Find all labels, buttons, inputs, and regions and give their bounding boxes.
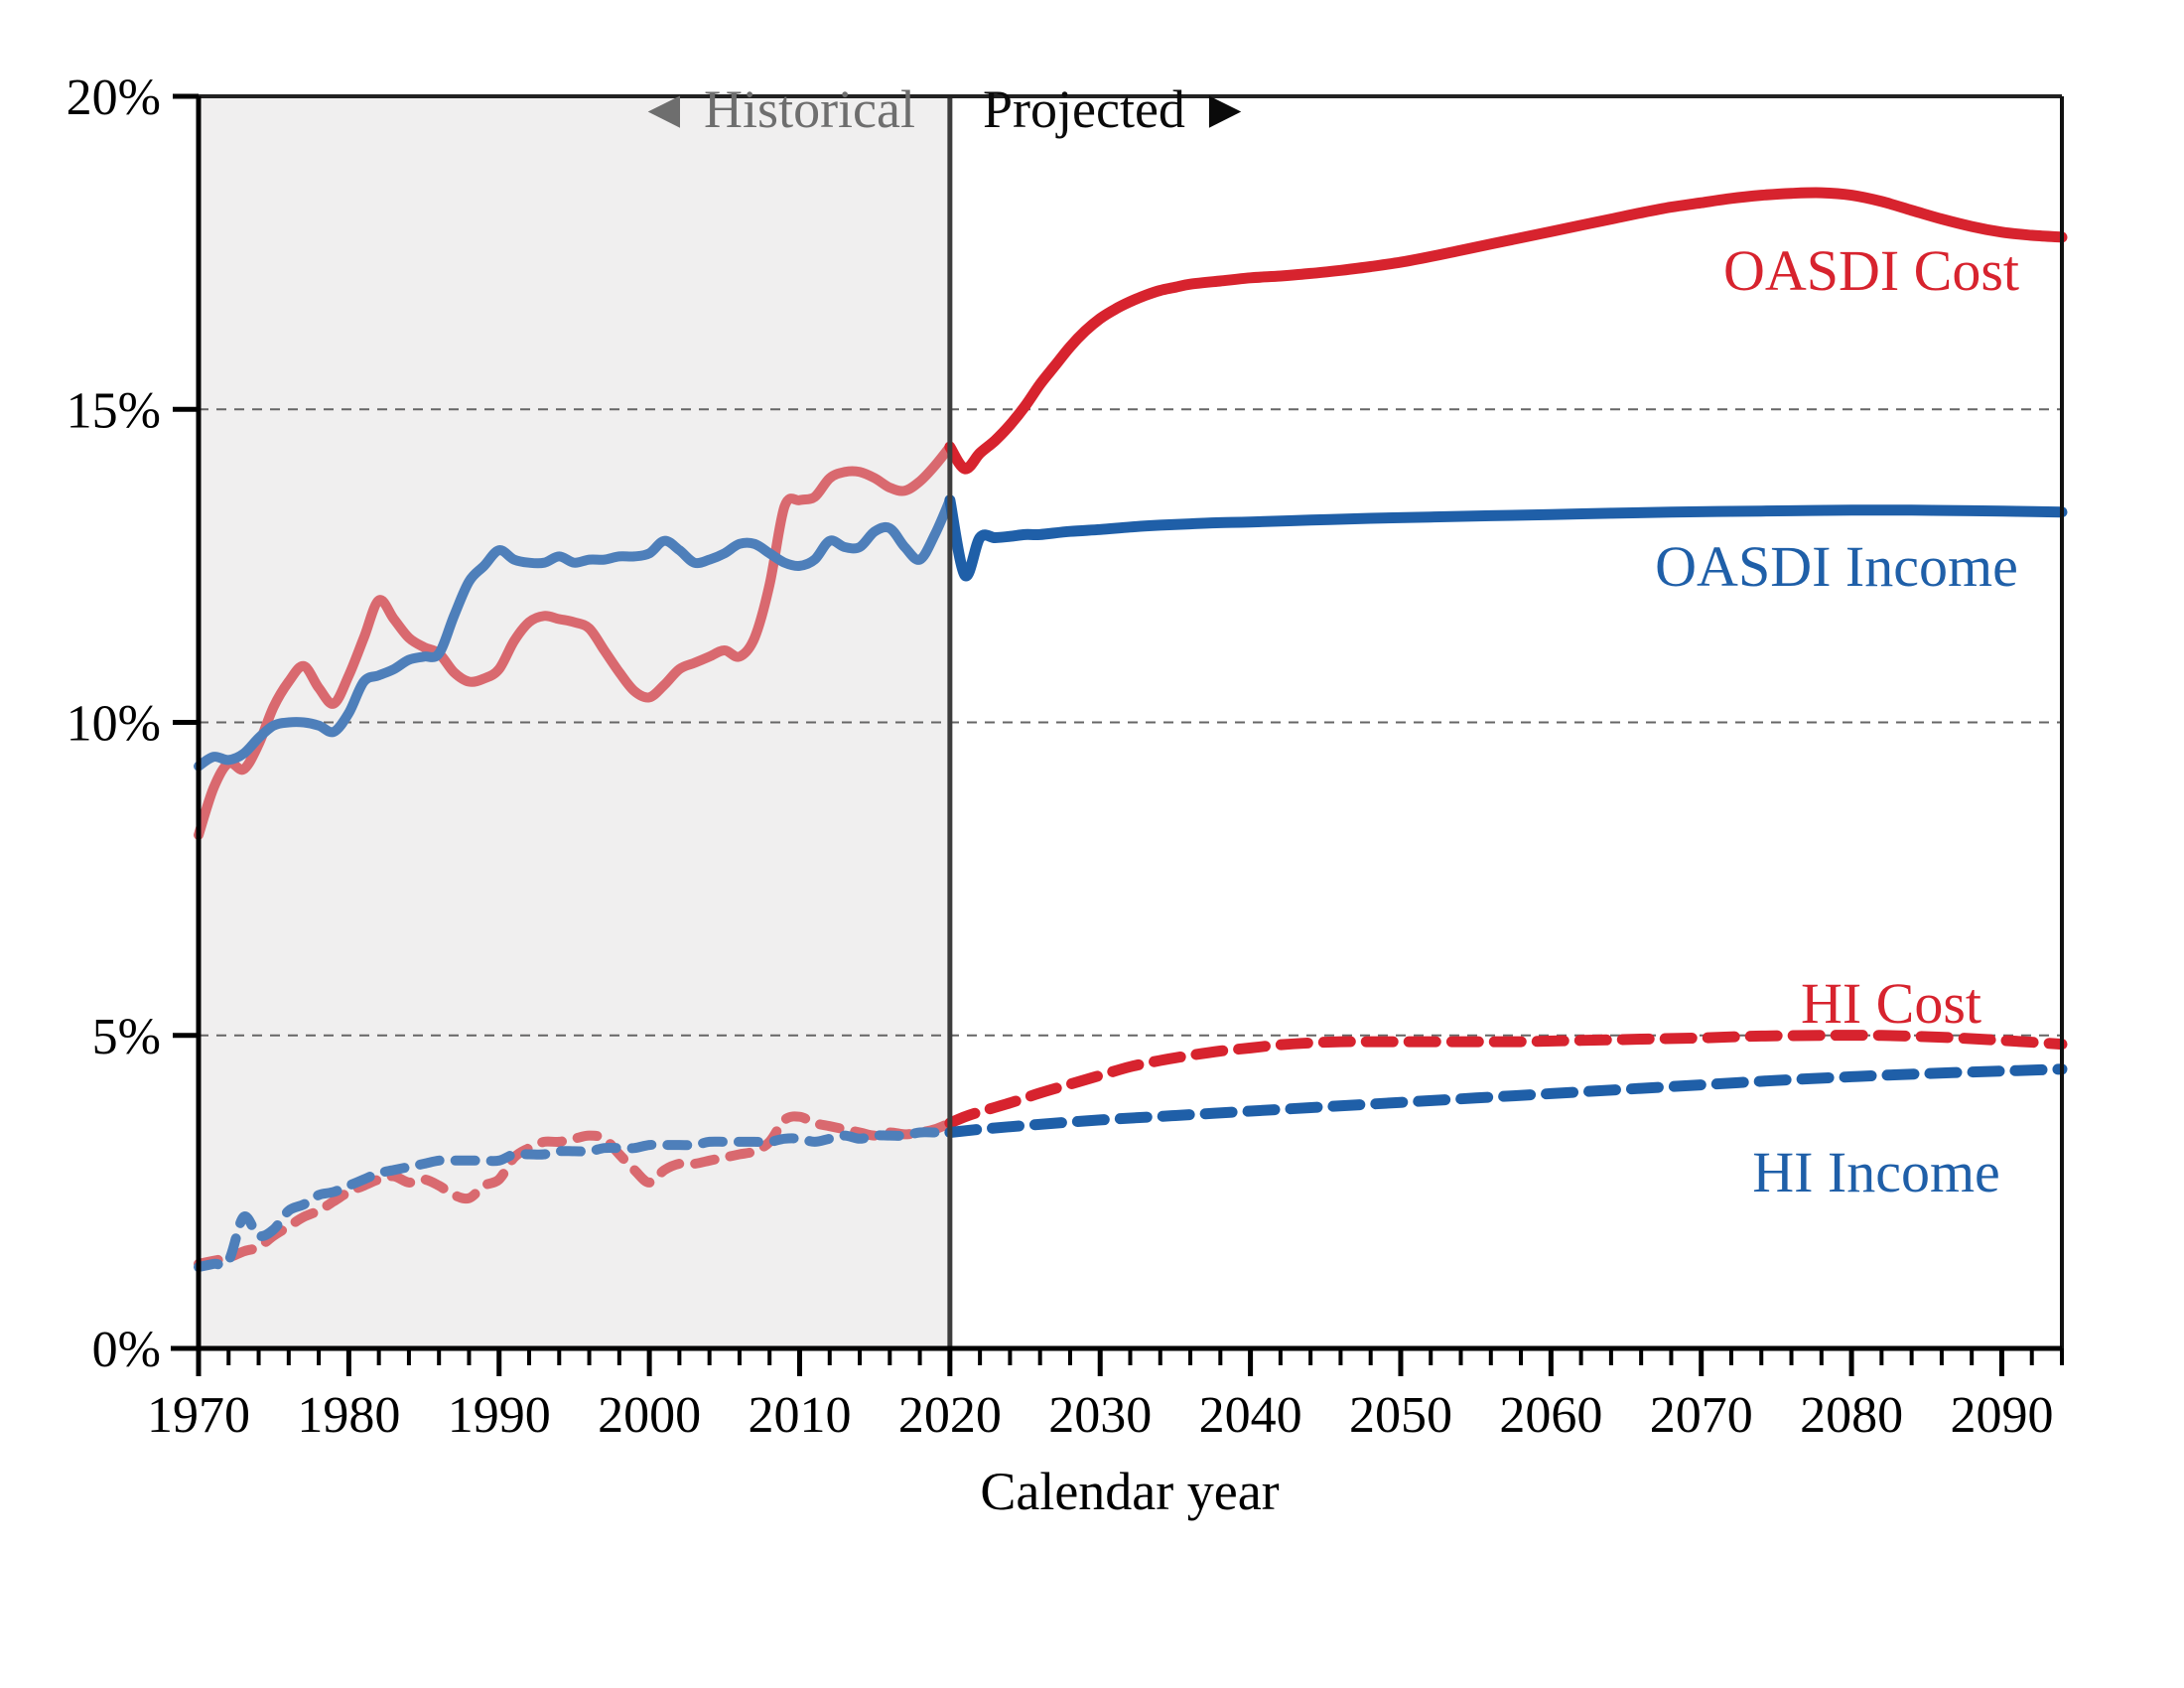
x-tick-label-1970: 1970	[147, 1387, 250, 1444]
y-tick-label-10: 10%	[67, 696, 161, 753]
x-tick-label-2030: 2030	[1048, 1387, 1152, 1444]
oasdi-cost-historical-line	[194, 442, 955, 840]
x-tick-label-2000: 2000	[598, 1387, 701, 1444]
projected-region-label: Projected ►	[983, 79, 1252, 139]
x-tick-label-2010: 2010	[748, 1387, 851, 1444]
historical-region-label: ◄ Historical	[637, 79, 915, 139]
x-tick-label-1990: 1990	[448, 1387, 551, 1444]
gridline-layer	[199, 408, 2062, 1037]
oasdi-cost-label: OASDI Cost	[1723, 238, 2019, 303]
x-tick-label-1980: 1980	[297, 1387, 400, 1444]
x-tick-label-2090: 2090	[1950, 1387, 2053, 1444]
x-tick-label-2050: 2050	[1349, 1387, 1452, 1444]
y-tick-label-5: 5%	[92, 1009, 161, 1065]
x-tick-label-2070: 2070	[1650, 1387, 1753, 1444]
tick-layer	[173, 93, 2064, 1376]
series-label-layer: OASDI Cost OASDI Income HI Cost HI Income	[1655, 238, 2019, 1204]
hi-income-label: HI Income	[1752, 1140, 2000, 1204]
y-tick-label-20: 20%	[67, 70, 161, 126]
hi-cost-label: HI Cost	[1801, 971, 1981, 1036]
hi-cost-historical-line	[194, 1111, 955, 1269]
series-layer	[194, 187, 2068, 1273]
oasdi-cost-projected-line	[944, 187, 2068, 475]
x-tick-label-2080: 2080	[1800, 1387, 1903, 1444]
oasdi-income-label: OASDI Income	[1655, 534, 2018, 599]
hi-income-projected-line	[944, 1063, 2068, 1138]
tick-label-layer: 0% 5% 10% 15% 20% 1970 1980 1990 2000 2010 2020 203…	[67, 70, 2054, 1444]
x-axis-title: Calendar year	[980, 1462, 1279, 1521]
y-tick-label-0: 0%	[92, 1322, 161, 1378]
x-tick-label-2040: 2040	[1199, 1387, 1302, 1444]
oasdi-income-historical-line	[194, 494, 955, 772]
hi-income-historical-line	[194, 1127, 955, 1273]
oasdi-income-projected-line	[944, 494, 2068, 582]
y-tick-label-15: 15%	[67, 382, 161, 439]
x-tick-label-2020: 2020	[898, 1387, 1002, 1444]
x-tick-label-2060: 2060	[1499, 1387, 1602, 1444]
hi-cost-projected-line	[944, 1030, 2068, 1129]
